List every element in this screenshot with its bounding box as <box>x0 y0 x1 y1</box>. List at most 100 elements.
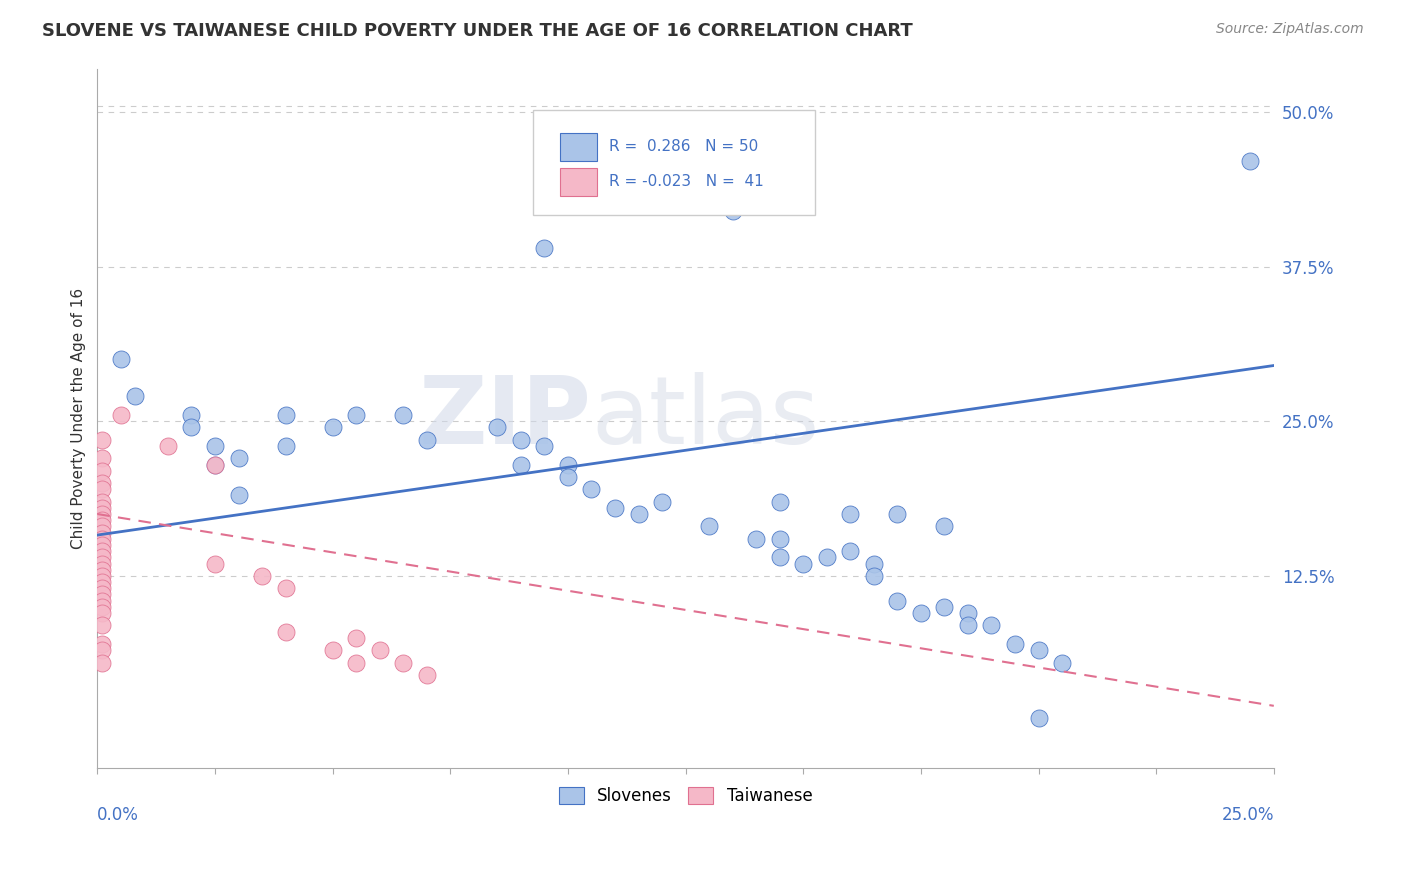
Point <box>368 643 391 657</box>
Bar <box>560 133 598 161</box>
Point <box>839 544 862 558</box>
Point <box>91 544 114 558</box>
FancyBboxPatch shape <box>533 111 815 215</box>
Point <box>274 439 297 453</box>
Point <box>91 464 114 478</box>
Point <box>956 606 979 620</box>
Text: 25.0%: 25.0% <box>1222 806 1274 824</box>
Point <box>839 507 862 521</box>
Y-axis label: Child Poverty Under the Age of 16: Child Poverty Under the Age of 16 <box>72 287 86 549</box>
Point <box>557 470 579 484</box>
Point <box>1050 656 1073 670</box>
Point <box>486 420 509 434</box>
Point <box>274 408 297 422</box>
Point <box>91 618 114 632</box>
Text: ZIP: ZIP <box>419 372 592 464</box>
Point <box>91 637 114 651</box>
Point <box>156 439 179 453</box>
Point <box>250 569 273 583</box>
Point <box>509 458 531 472</box>
Point <box>180 408 202 422</box>
Point <box>91 569 114 583</box>
Point <box>697 519 720 533</box>
Point <box>1028 711 1050 725</box>
Point <box>91 483 114 497</box>
Point <box>322 420 344 434</box>
Point <box>91 593 114 607</box>
Point <box>533 241 555 255</box>
Text: atlas: atlas <box>592 372 820 464</box>
Point <box>124 389 146 403</box>
Point <box>91 575 114 590</box>
Text: 0.0%: 0.0% <box>97 806 139 824</box>
Point <box>228 488 250 502</box>
Point <box>533 439 555 453</box>
Point <box>721 203 744 218</box>
Text: Source: ZipAtlas.com: Source: ZipAtlas.com <box>1216 22 1364 37</box>
Point <box>91 525 114 540</box>
Point <box>91 557 114 571</box>
Point <box>815 550 838 565</box>
Point <box>769 494 792 508</box>
Point <box>91 513 114 527</box>
Point <box>934 519 956 533</box>
Point <box>228 451 250 466</box>
Point <box>792 557 814 571</box>
Point <box>956 618 979 632</box>
Point <box>91 494 114 508</box>
Legend: Slovenes, Taiwanese: Slovenes, Taiwanese <box>553 780 820 812</box>
Point <box>910 606 932 620</box>
Point <box>91 476 114 491</box>
Point <box>651 494 673 508</box>
Point <box>180 420 202 434</box>
Point <box>769 550 792 565</box>
Point <box>91 643 114 657</box>
Point <box>1004 637 1026 651</box>
Point <box>91 656 114 670</box>
Point <box>204 458 226 472</box>
Point <box>509 433 531 447</box>
Point <box>274 624 297 639</box>
Point <box>416 433 439 447</box>
Point <box>322 643 344 657</box>
Point <box>344 408 367 422</box>
Point <box>934 599 956 614</box>
Point <box>557 458 579 472</box>
Point <box>886 507 908 521</box>
Point <box>627 507 650 521</box>
Point <box>91 599 114 614</box>
Point <box>91 519 114 533</box>
Point <box>745 532 768 546</box>
Point <box>603 500 626 515</box>
Point <box>581 483 603 497</box>
Point <box>91 587 114 601</box>
Point <box>1239 154 1261 169</box>
Point <box>204 458 226 472</box>
Point <box>344 656 367 670</box>
Point <box>91 550 114 565</box>
Point <box>91 507 114 521</box>
Point <box>204 439 226 453</box>
Point <box>204 557 226 571</box>
Point <box>91 538 114 552</box>
Point <box>344 631 367 645</box>
Point <box>91 563 114 577</box>
Point <box>980 618 1002 632</box>
Text: R = -0.023   N =  41: R = -0.023 N = 41 <box>609 174 763 189</box>
Point <box>862 569 884 583</box>
Point <box>91 532 114 546</box>
Point <box>110 352 132 367</box>
Point <box>886 593 908 607</box>
Point <box>416 668 439 682</box>
Point <box>110 408 132 422</box>
Bar <box>560 168 598 195</box>
Point <box>91 451 114 466</box>
Text: SLOVENE VS TAIWANESE CHILD POVERTY UNDER THE AGE OF 16 CORRELATION CHART: SLOVENE VS TAIWANESE CHILD POVERTY UNDER… <box>42 22 912 40</box>
Point <box>91 581 114 595</box>
Point <box>91 606 114 620</box>
Point <box>1028 643 1050 657</box>
Point <box>392 408 415 422</box>
Text: R =  0.286   N = 50: R = 0.286 N = 50 <box>609 139 758 154</box>
Point <box>862 557 884 571</box>
Point <box>91 433 114 447</box>
